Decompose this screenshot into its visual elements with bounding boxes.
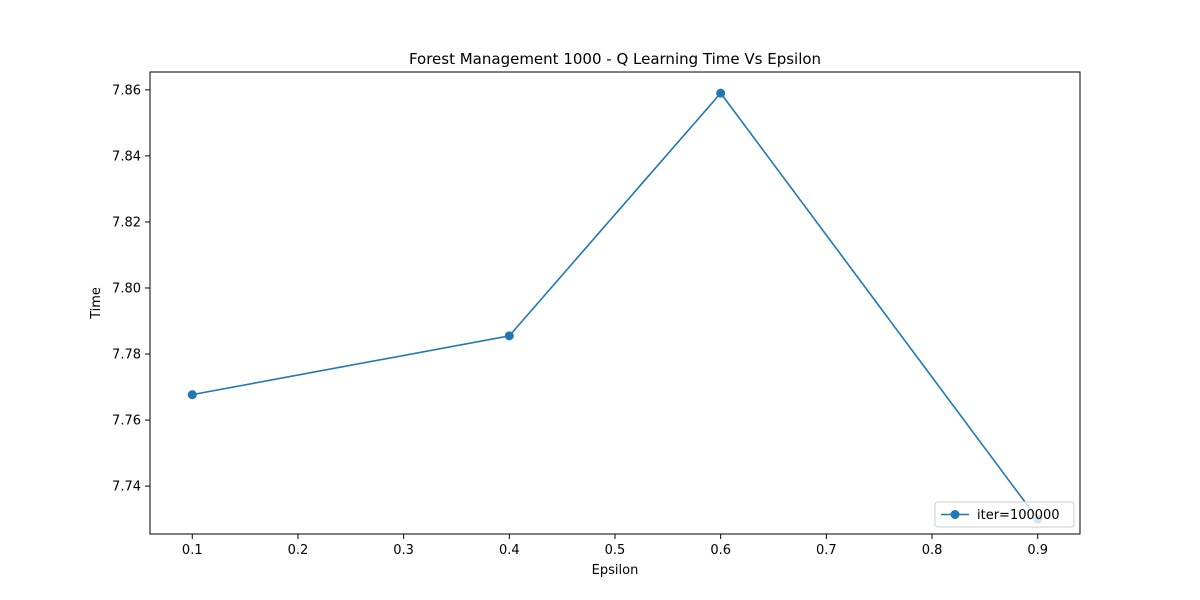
x-tick-label: 0.3	[393, 543, 414, 558]
x-tick-label: 0.5	[605, 543, 626, 558]
x-tick-label: 0.8	[922, 543, 943, 558]
series-line	[192, 92, 1039, 520]
y-tick-label: 7.82	[112, 215, 141, 230]
legend-label: iter=100000	[977, 508, 1060, 523]
x-tick-label: 0.7	[816, 543, 837, 558]
x-tick-label: 0.1	[182, 543, 203, 558]
x-axis-ticks: 0.1 0.2 0.3 0.4 0.5 0.6 0.7 0.8 0.9	[182, 534, 1048, 558]
plot-area	[150, 72, 1080, 534]
plot-frame	[149, 71, 1081, 535]
y-axis-ticks: 7.74 7.76 7.78 7.80 7.82 7.84 7.86	[112, 83, 150, 495]
x-tick-label: 0.4	[499, 543, 520, 558]
y-tick-label: 7.86	[112, 83, 141, 98]
y-axis-label: Time	[89, 287, 104, 320]
data-point	[716, 88, 726, 98]
y-tick-label: 7.74	[112, 480, 141, 495]
legend-marker-swatch	[950, 510, 960, 519]
y-tick-label: 7.84	[112, 149, 141, 164]
legend-box	[934, 501, 1075, 528]
x-tick-label: 0.9	[1027, 543, 1048, 558]
y-tick-label: 7.80	[112, 281, 141, 296]
x-tick-label: 0.2	[288, 543, 309, 558]
x-tick-label: 0.6	[710, 543, 731, 558]
chart-title: Forest Management 1000 - Q Learning Time…	[409, 50, 821, 68]
data-point	[187, 390, 197, 400]
y-tick-label: 7.78	[112, 348, 141, 363]
data-point	[504, 331, 514, 341]
y-tick-label: 7.76	[112, 414, 141, 429]
x-axis-label: Epsilon	[592, 563, 639, 578]
legend: iter=100000	[934, 501, 1075, 528]
